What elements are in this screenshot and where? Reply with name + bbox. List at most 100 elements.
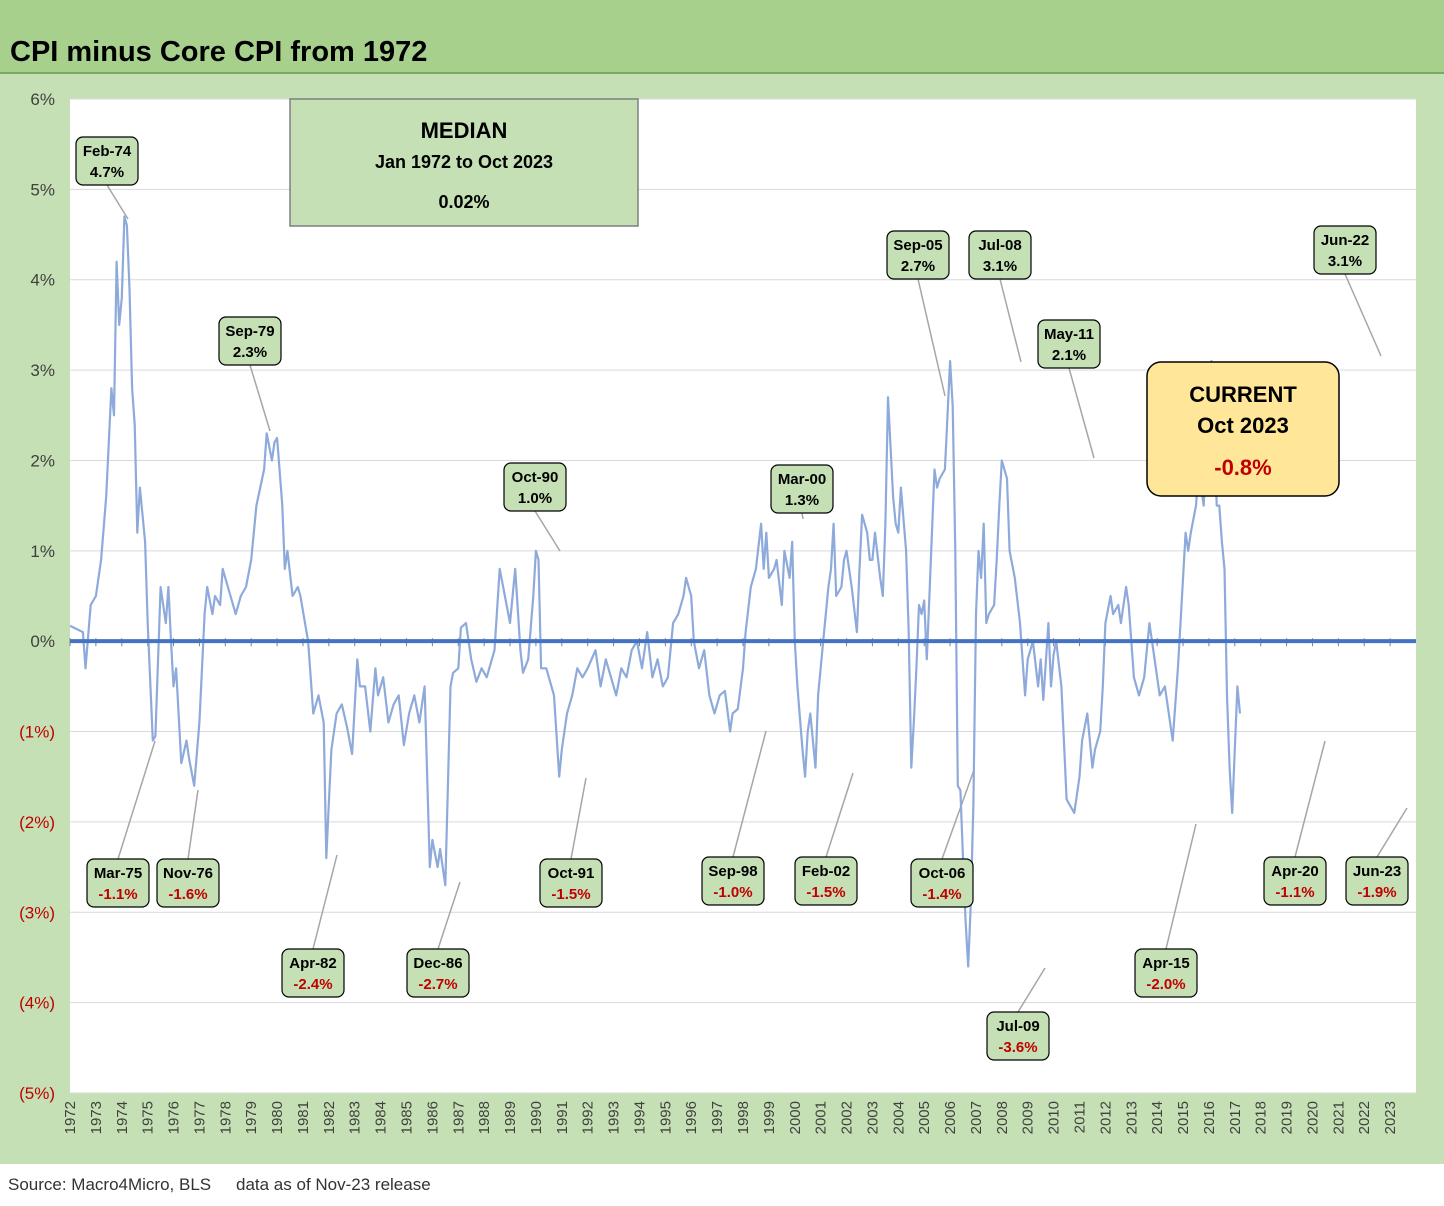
x-tick-label: 2001 <box>813 1101 830 1134</box>
callout-date: Jul-08 <box>978 237 1021 254</box>
callout-frame <box>1134 948 1198 998</box>
x-tick-label: 2016 <box>1201 1101 1218 1134</box>
callout: Jul-08 3.1% <box>968 230 1032 280</box>
callout: Mar-00 1.3% <box>770 464 834 514</box>
grid-lines <box>70 98 1416 1094</box>
callout: Oct-06 -1.4% <box>910 858 974 908</box>
y-tick-label: (2%) <box>19 813 55 832</box>
callout-leader <box>312 854 338 950</box>
x-tick-label: 1978 <box>217 1101 234 1134</box>
callout-date: May-11 <box>1044 326 1094 343</box>
y-tick-label: (3%) <box>19 903 55 922</box>
x-tick-label: 1996 <box>683 1101 700 1134</box>
x-tick-label: 1976 <box>166 1101 183 1134</box>
callout-date: Sep-05 <box>893 237 942 254</box>
callout-leader <box>1294 740 1326 858</box>
median-value: 0.02% <box>438 192 489 212</box>
callout-frame <box>968 230 1032 280</box>
x-tick-label: 1999 <box>761 1101 778 1134</box>
callout-date: Oct-06 <box>919 865 966 882</box>
callout-value: -1.5% <box>806 884 845 901</box>
series-layer <box>69 215 1242 968</box>
current-value: -0.8% <box>1214 455 1271 480</box>
callout-value: -1.1% <box>98 886 137 903</box>
callout-frame <box>886 230 950 280</box>
callout-frame <box>1263 856 1327 906</box>
callout-leader <box>917 278 946 397</box>
callout-leader <box>732 730 767 858</box>
callout: Sep-05 2.7% <box>886 230 950 280</box>
x-tick-label: 1986 <box>424 1101 441 1134</box>
x-tick-label: 2009 <box>1020 1101 1037 1134</box>
x-tick-label: 1984 <box>373 1101 390 1134</box>
current-box: CURRENT Oct 2023 -0.8% <box>1146 361 1340 497</box>
callout-value: 4.7% <box>90 164 124 181</box>
callout-date: Sep-79 <box>225 323 274 340</box>
callout-frame <box>406 948 470 998</box>
callout-frame <box>86 858 150 908</box>
x-tick-label: 1995 <box>657 1101 674 1134</box>
x-tick-label: 2010 <box>1046 1101 1063 1134</box>
callout-frame <box>218 316 282 366</box>
callout-value: -1.5% <box>551 886 590 903</box>
x-tick-label: 1989 <box>502 1101 519 1134</box>
y-tick-label: (4%) <box>19 994 55 1013</box>
callout-leader <box>117 740 156 860</box>
callout: Feb-02 -1.5% <box>794 856 858 906</box>
callout-value: -1.0% <box>713 884 752 901</box>
y-tick-label: 0% <box>30 632 55 651</box>
callout-date: Feb-74 <box>83 143 132 160</box>
callout: Mar-75 -1.1% <box>86 858 150 908</box>
median-box: MEDIAN Jan 1972 to Oct 2023 0.02% <box>289 98 639 227</box>
x-tick-label: 1972 <box>62 1101 79 1134</box>
callout-date: Oct-90 <box>512 469 559 486</box>
callout: Apr-20 -1.1% <box>1263 856 1327 906</box>
x-tick-label: 1981 <box>295 1101 312 1134</box>
x-tick-label: 2017 <box>1227 1101 1244 1134</box>
callout-frame <box>156 858 220 908</box>
x-tick-label: 2003 <box>864 1101 881 1134</box>
x-tick-label: 1977 <box>191 1101 208 1134</box>
callout-frame <box>539 858 603 908</box>
x-tick-label: 2019 <box>1279 1101 1296 1134</box>
callout-frame <box>281 948 345 998</box>
callout-value: -1.9% <box>1357 884 1396 901</box>
callout-date: Mar-75 <box>94 865 142 882</box>
callout-frame <box>910 858 974 908</box>
callout-leader <box>1068 367 1095 459</box>
callout-value: 2.7% <box>901 258 935 275</box>
y-tick-label: 4% <box>30 271 55 290</box>
callout-date: Jun-23 <box>1353 863 1401 880</box>
callout-date: Dec-86 <box>413 955 462 972</box>
y-axis-ticks: 6% 5% 4% 3% 2% 1% 0% (1%) (2%) (3%) (4%) (5%) <box>19 90 55 1103</box>
callout-frame <box>986 1011 1050 1061</box>
callout: Sep-98 -1.0% <box>701 856 765 906</box>
callout-leader <box>1017 967 1046 1013</box>
callout-date: Jun-22 <box>1321 232 1369 249</box>
callout-date: Oct-91 <box>548 865 595 882</box>
y-tick-label: 1% <box>30 542 55 561</box>
y-tick-label: (1%) <box>19 723 55 742</box>
callout-value: 1.0% <box>518 490 552 507</box>
x-tick-label: 1975 <box>140 1101 157 1134</box>
callout-value: 3.1% <box>983 258 1017 275</box>
x-tick-label: 2022 <box>1356 1101 1373 1134</box>
callout-frame <box>1313 225 1377 275</box>
x-tick-label: 2002 <box>839 1101 856 1134</box>
callout-leader <box>1344 273 1382 357</box>
median-period: Jan 1972 to Oct 2023 <box>375 152 553 172</box>
current-heading: CURRENT <box>1189 382 1297 407</box>
x-tick-label: 2023 <box>1382 1101 1399 1134</box>
current-box-frame <box>1146 361 1340 497</box>
x-tick-label: 1998 <box>735 1101 752 1134</box>
callout-leader <box>106 184 129 220</box>
callout-leader <box>249 364 271 432</box>
callout-leader <box>941 769 975 860</box>
plot-area <box>70 99 1416 1093</box>
x-tick-label: 2004 <box>890 1101 907 1134</box>
callout-leader <box>999 278 1022 363</box>
callout-leader <box>1165 823 1197 950</box>
callout-frame <box>770 464 834 514</box>
x-tick-label: 1991 <box>554 1101 571 1134</box>
x-tick-label: 1974 <box>114 1101 131 1134</box>
